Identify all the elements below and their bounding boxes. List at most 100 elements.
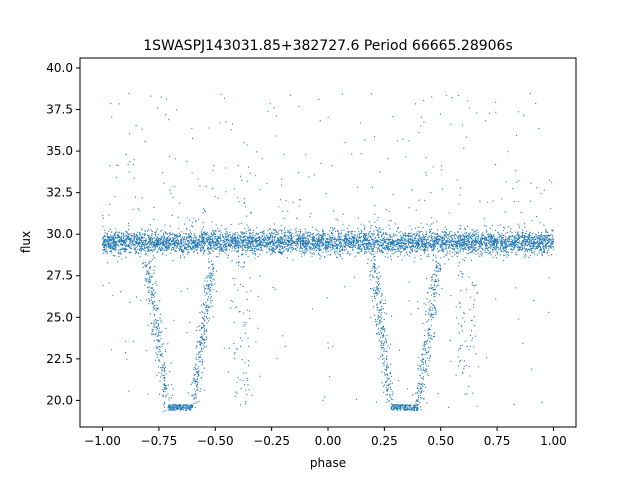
data-point bbox=[307, 241, 309, 243]
data-point bbox=[301, 240, 303, 243]
data-point bbox=[494, 241, 496, 243]
data-point bbox=[221, 246, 223, 248]
data-point bbox=[479, 239, 482, 241]
data-point bbox=[188, 241, 190, 243]
data-point bbox=[217, 256, 219, 258]
data-point bbox=[181, 231, 183, 233]
data-point bbox=[129, 244, 131, 246]
data-point bbox=[364, 249, 366, 251]
data-point bbox=[282, 247, 284, 250]
data-point bbox=[187, 248, 189, 250]
data-point bbox=[162, 242, 164, 244]
data-point bbox=[190, 237, 192, 239]
data-point bbox=[430, 245, 432, 247]
data-point bbox=[230, 243, 232, 245]
data-point bbox=[342, 240, 344, 242]
data-point bbox=[411, 242, 413, 245]
data-point bbox=[450, 247, 452, 249]
data-point bbox=[360, 232, 362, 234]
data-point bbox=[462, 239, 465, 241]
data-point bbox=[384, 246, 386, 248]
data-point bbox=[277, 233, 279, 235]
data-point bbox=[201, 234, 203, 236]
data-point bbox=[548, 239, 550, 241]
data-point bbox=[311, 233, 313, 235]
data-point bbox=[164, 247, 166, 249]
data-point bbox=[469, 236, 471, 238]
data-point bbox=[350, 243, 353, 245]
data-point bbox=[313, 243, 315, 245]
data-point bbox=[498, 241, 500, 243]
data-point bbox=[536, 248, 539, 250]
data-point bbox=[207, 234, 209, 236]
data-point bbox=[180, 248, 182, 250]
data-point bbox=[401, 236, 403, 239]
data-point bbox=[176, 245, 178, 247]
data-point bbox=[358, 246, 360, 248]
data-point bbox=[182, 254, 184, 256]
data-point bbox=[541, 232, 543, 234]
data-point bbox=[405, 238, 407, 240]
data-point bbox=[258, 239, 261, 241]
data-point bbox=[319, 250, 321, 252]
data-point bbox=[550, 239, 552, 241]
data-point bbox=[476, 249, 479, 251]
data-point bbox=[447, 234, 449, 236]
data-point bbox=[151, 234, 153, 236]
data-point bbox=[296, 245, 298, 247]
data-point bbox=[214, 248, 216, 250]
data-point bbox=[396, 235, 398, 237]
data-point bbox=[463, 241, 465, 243]
data-point bbox=[443, 243, 445, 245]
data-point bbox=[359, 251, 361, 253]
data-point bbox=[504, 239, 506, 241]
data-point bbox=[462, 250, 464, 252]
data-point bbox=[535, 237, 537, 239]
data-point bbox=[497, 231, 499, 233]
data-point bbox=[125, 256, 127, 258]
data-point bbox=[352, 249, 354, 251]
data-point bbox=[548, 248, 550, 250]
data-point bbox=[308, 240, 310, 242]
data-point bbox=[337, 252, 339, 254]
data-point bbox=[122, 237, 124, 239]
data-point bbox=[497, 254, 499, 256]
data-point bbox=[320, 234, 322, 236]
data-point bbox=[510, 244, 512, 246]
data-point bbox=[165, 243, 167, 245]
data-point bbox=[196, 249, 198, 252]
data-point bbox=[525, 239, 527, 241]
data-point bbox=[276, 240, 278, 242]
data-point bbox=[231, 247, 233, 249]
data-point bbox=[280, 242, 282, 244]
data-point bbox=[393, 244, 395, 247]
data-point bbox=[373, 245, 375, 248]
data-point bbox=[331, 231, 333, 234]
data-point bbox=[288, 245, 290, 247]
data-point bbox=[315, 240, 317, 242]
data-point bbox=[408, 232, 410, 234]
data-point bbox=[446, 228, 448, 230]
data-point bbox=[492, 251, 494, 253]
data-point bbox=[260, 243, 262, 245]
data-point bbox=[468, 249, 470, 251]
data-point bbox=[431, 244, 433, 246]
data-point bbox=[356, 242, 358, 244]
data-point bbox=[137, 252, 139, 254]
data-point bbox=[271, 232, 273, 234]
data-point bbox=[202, 240, 204, 242]
data-point bbox=[310, 243, 312, 245]
data-point bbox=[550, 245, 552, 248]
data-point bbox=[305, 241, 307, 243]
data-point bbox=[477, 241, 479, 243]
data-point bbox=[344, 240, 346, 243]
data-point bbox=[460, 244, 462, 246]
data-point bbox=[529, 231, 532, 233]
data-point bbox=[347, 245, 349, 247]
data-point bbox=[518, 227, 520, 229]
data-point bbox=[441, 241, 443, 244]
data-point bbox=[383, 236, 385, 238]
data-point bbox=[541, 242, 543, 245]
data-point bbox=[149, 238, 151, 240]
data-point bbox=[158, 244, 160, 246]
